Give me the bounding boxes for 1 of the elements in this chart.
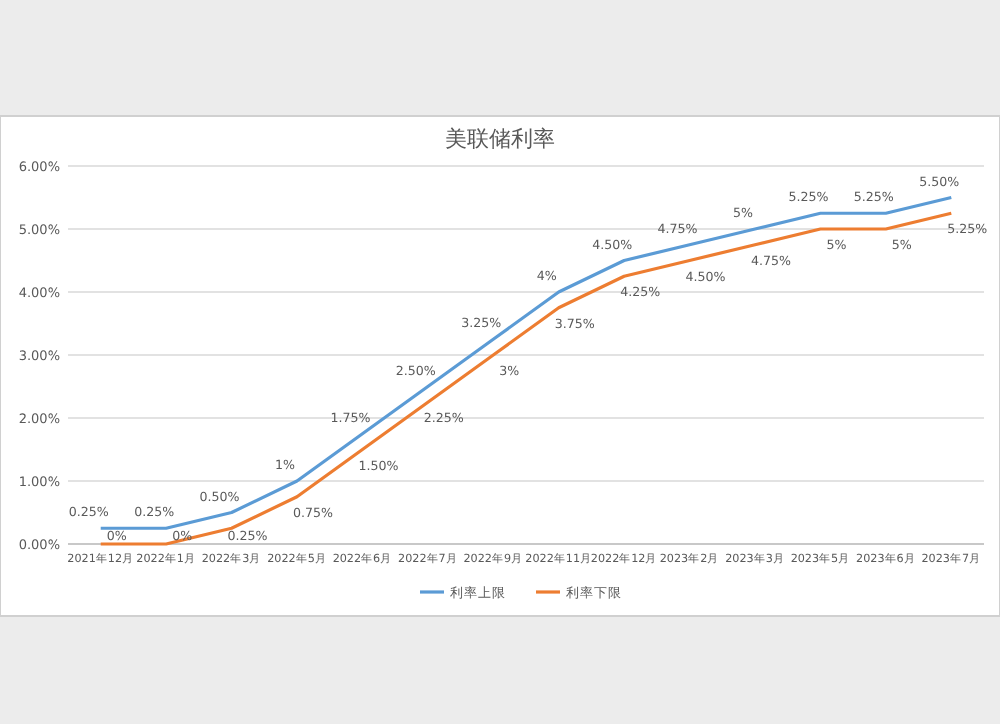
- chart-title: 美联储利率: [445, 126, 555, 152]
